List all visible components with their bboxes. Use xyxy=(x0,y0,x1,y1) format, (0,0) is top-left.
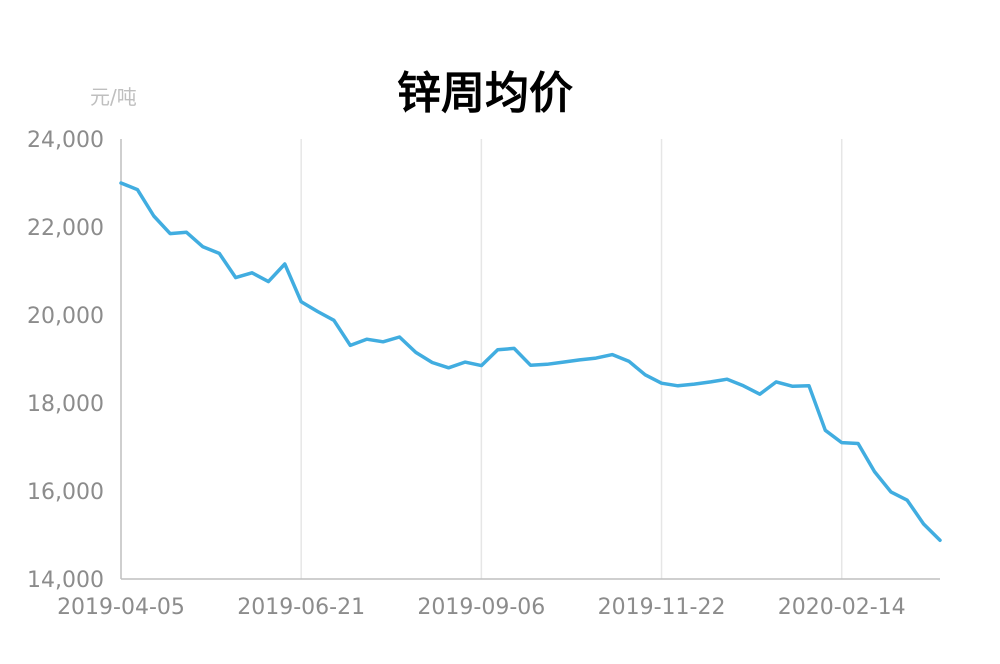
chart-title: 锌周均价 xyxy=(397,68,573,119)
x-tick-label: 2019-11-22 xyxy=(598,595,726,620)
x-tick-label: 2019-04-05 xyxy=(57,595,185,620)
x-axis-ticks: 2019-04-05 2019-06-21 2019-09-06 2019-11-22… xyxy=(57,595,906,620)
y-tick-label: 20,000 xyxy=(27,304,104,329)
x-tick-label: 2020-02-14 xyxy=(778,595,906,620)
series-line xyxy=(119,181,942,543)
y-tick-label: 14,000 xyxy=(27,568,104,593)
y-axis-ticks: 24,000 22,000 20,000 18,000 16,000 14,000 xyxy=(27,128,104,593)
grid-lines xyxy=(300,139,843,579)
series-layer xyxy=(119,181,942,543)
x-tick-label: 2019-06-21 xyxy=(237,595,365,620)
y-tick-label: 22,000 xyxy=(27,216,104,241)
axes xyxy=(120,139,940,580)
y-axis-unit-label: 元/吨 xyxy=(90,85,137,109)
y-tick-label: 16,000 xyxy=(27,480,104,505)
y-tick-label: 18,000 xyxy=(27,392,104,417)
x-tick-label: 2019-09-06 xyxy=(417,595,545,620)
y-tick-label: 24,000 xyxy=(27,128,104,153)
